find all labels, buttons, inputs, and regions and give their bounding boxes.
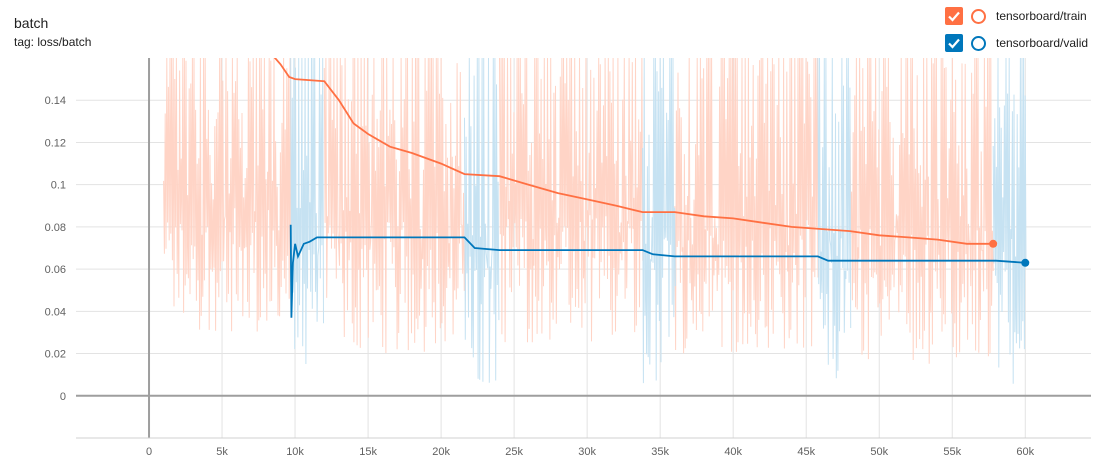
y-tick-label: 0.08 <box>45 222 66 234</box>
train-run-color-icon[interactable] <box>971 8 986 24</box>
checkmark-icon <box>948 38 960 49</box>
legend-item-train[interactable]: tensorboard/train <box>945 7 1087 25</box>
y-tick-label: 0.12 <box>45 137 66 149</box>
smoothed-line <box>289 224 1026 318</box>
raw-trace <box>499 58 644 343</box>
raw-data-bands <box>163 58 1027 384</box>
series-end-marker <box>1021 258 1030 267</box>
chart-tag: tag: loss/batch <box>14 35 92 49</box>
y-tick-label: 0.04 <box>45 306 66 318</box>
raw-trace <box>323 58 465 354</box>
x-tick-label: 60k <box>1016 446 1034 458</box>
valid-run-color-icon[interactable] <box>971 35 986 51</box>
smoothed-lines <box>273 58 1030 318</box>
raw-trace <box>674 58 819 354</box>
valid-checkbox[interactable] <box>945 34 963 52</box>
x-tick-label: 0 <box>146 446 152 458</box>
legend-label-train: tensorboard/train <box>996 9 1087 23</box>
x-tick-label: 20k <box>432 446 450 458</box>
x-tick-label: 5k <box>216 446 228 458</box>
x-tick-label: 55k <box>943 446 961 458</box>
y-axis-tick-labels: 0 0.02 0.04 0.06 0.08 0.1 0.12 0.14 <box>45 95 66 403</box>
legend: tensorboard/train tensorboard/valid <box>942 0 1107 58</box>
y-tick-label: 0 <box>60 391 66 403</box>
legend-item-valid[interactable]: tensorboard/valid <box>945 34 1088 52</box>
y-tick-label: 0.06 <box>45 264 66 276</box>
x-tick-label: 50k <box>870 446 888 458</box>
x-tick-label: 45k <box>797 446 815 458</box>
train-checkbox[interactable] <box>945 7 963 25</box>
legend-label-valid: tensorboard/valid <box>996 36 1089 50</box>
y-tick-label: 0.1 <box>51 180 66 192</box>
raw-trace <box>992 58 1027 384</box>
raw-trace <box>849 58 994 364</box>
raw-trace <box>642 58 676 384</box>
x-tick-label: 25k <box>505 446 523 458</box>
x-axis-tick-labels: 0 5k 10k 15k 20k 25k 30k 35k 40k 45k 50k 55k 60k <box>146 446 1035 458</box>
raw-trace <box>163 58 292 332</box>
y-tick-label: 0.14 <box>45 95 66 107</box>
x-tick-label: 15k <box>359 446 377 458</box>
checkmark-icon <box>948 11 960 22</box>
x-tick-label: 10k <box>286 446 304 458</box>
chart-title: batch <box>14 15 49 31</box>
raw-trace <box>290 58 324 365</box>
x-tick-label: 30k <box>578 446 596 458</box>
axes <box>76 58 1091 439</box>
series-end-marker <box>989 239 998 248</box>
x-tick-label: 40k <box>724 446 742 458</box>
raw-trace <box>464 58 500 383</box>
smoothed-line <box>273 58 994 245</box>
x-tick-label: 35k <box>651 446 669 458</box>
y-tick-label: 0.02 <box>45 349 66 361</box>
raw-trace <box>817 58 852 379</box>
